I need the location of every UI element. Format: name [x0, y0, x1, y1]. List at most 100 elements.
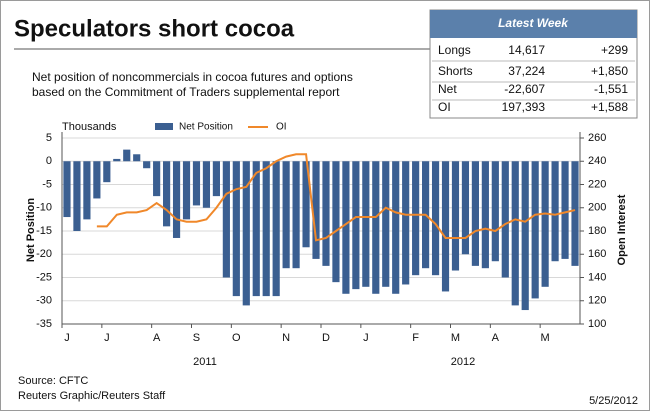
bar [511, 161, 519, 306]
unit-label: Thousands [62, 121, 117, 133]
bar [113, 158, 121, 162]
y2-tick-label: 200 [588, 202, 606, 214]
bar [332, 161, 340, 283]
y-tick-label: -15 [36, 225, 52, 237]
x-tick-label: S [193, 332, 200, 344]
y-tick-label: -30 [36, 295, 52, 307]
bar [461, 161, 470, 255]
legend-swatch [155, 123, 173, 130]
bar [441, 161, 450, 292]
y2-tick-label: 120 [588, 295, 606, 307]
bar [362, 161, 370, 287]
bar [471, 161, 479, 266]
y2-tick-label: 140 [588, 271, 606, 283]
y-tick-label: -35 [36, 318, 52, 330]
bar [571, 161, 579, 266]
bar [501, 161, 509, 278]
bar [212, 161, 220, 197]
bar [541, 161, 549, 287]
bar [322, 161, 330, 266]
bar [133, 154, 141, 162]
y2-tick-label: 160 [588, 248, 606, 260]
y-axis-label: Net Position [25, 198, 37, 262]
bar [63, 161, 71, 218]
bar [312, 161, 320, 259]
bar [302, 161, 310, 248]
y-tick-label: 5 [46, 132, 52, 144]
bar [73, 161, 81, 231]
bar [531, 161, 539, 299]
bar [163, 161, 171, 227]
bar [252, 161, 260, 297]
y-tick-label: -20 [36, 248, 52, 260]
row-label: OI [438, 100, 451, 114]
y2-tick-label: 240 [588, 155, 606, 167]
bar [232, 161, 240, 297]
year-label: 2011 [193, 356, 217, 368]
bar [521, 161, 529, 311]
bar [551, 161, 559, 262]
x-tick-label: J [104, 332, 110, 344]
bar [143, 161, 151, 169]
row-change: +1,588 [591, 100, 628, 114]
bar [202, 161, 211, 208]
row-label: Longs [438, 43, 471, 57]
subtitle: based on the Commitment of Traders suppl… [32, 85, 340, 99]
bar [83, 161, 91, 220]
legend-label: Net Position [179, 122, 233, 133]
bar [242, 161, 250, 306]
y2-tick-label: 220 [588, 178, 606, 190]
bar [272, 161, 280, 297]
date: 5/25/2012 [589, 395, 638, 407]
row-value: 14,617 [508, 43, 545, 57]
row-change: +1,850 [591, 64, 628, 78]
source: Source: CFTC [18, 375, 88, 387]
bar [561, 161, 569, 259]
bar [352, 161, 360, 290]
x-tick-label: A [153, 332, 161, 344]
bar [412, 161, 420, 276]
y-tick-label: 0 [46, 155, 52, 167]
bar [392, 161, 400, 294]
row-label: Net [438, 82, 457, 96]
chart-title: Speculators short cocoa [14, 15, 295, 42]
row-value: 37,224 [508, 64, 545, 78]
x-tick-label: M [541, 332, 550, 344]
y-tick-label: -25 [36, 271, 52, 283]
year-label: 2012 [451, 356, 475, 368]
bar [262, 161, 270, 297]
row-value: -22,607 [504, 82, 545, 96]
bar [222, 161, 230, 278]
bar [153, 161, 161, 197]
bar [93, 161, 101, 199]
bar [431, 161, 440, 276]
bar [192, 161, 201, 206]
table-header-bg [430, 10, 637, 38]
y2-axis-label: Open Interest [616, 194, 628, 265]
bar [342, 161, 350, 294]
y-tick-label: -10 [36, 202, 52, 214]
bar [172, 161, 181, 238]
x-tick-label: O [232, 332, 241, 344]
row-change: +299 [601, 43, 628, 57]
x-tick-label: D [322, 332, 330, 344]
row-change: -1,551 [594, 82, 628, 96]
bar [451, 161, 460, 271]
legend-label: OI [276, 122, 287, 133]
bar [382, 161, 390, 287]
bar [402, 161, 410, 285]
bar [182, 161, 191, 220]
x-tick-label: N [282, 332, 290, 344]
bar [282, 161, 290, 269]
row-value: 197,393 [502, 100, 546, 114]
credit: Reuters Graphic/Reuters Staff [18, 390, 166, 402]
y2-tick-label: 260 [588, 132, 606, 144]
x-tick-label: F [412, 332, 419, 344]
line [96, 153, 576, 242]
bar [103, 161, 111, 183]
bar [292, 161, 300, 269]
table-header: Latest Week [498, 16, 569, 30]
bar [123, 149, 131, 162]
